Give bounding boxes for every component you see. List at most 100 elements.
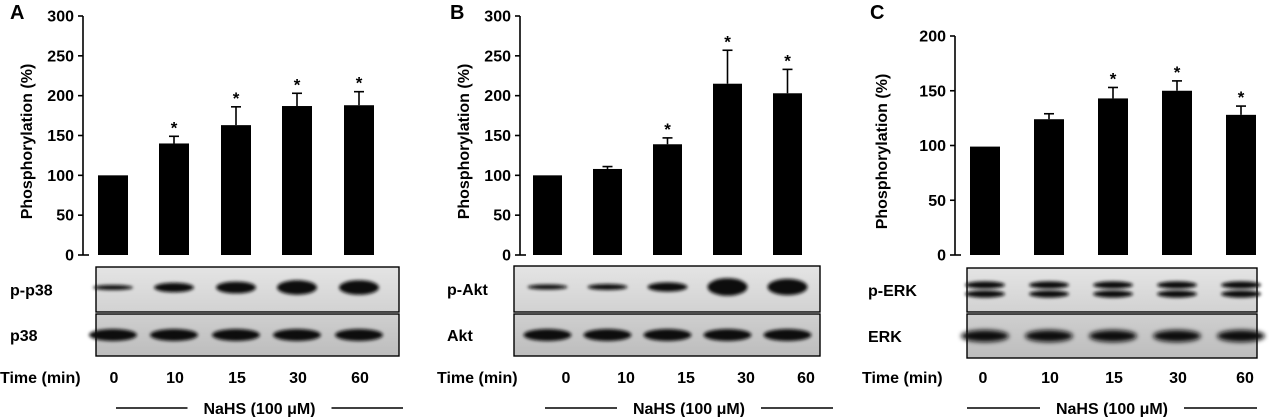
blot-band xyxy=(89,329,137,341)
blot-band xyxy=(277,280,317,295)
y-tick-label: 150 xyxy=(484,128,511,145)
blot-band xyxy=(273,329,321,341)
y-tick-label: 200 xyxy=(47,88,74,105)
y-tick-label: 100 xyxy=(484,168,511,185)
y-axis-label: Phosphorylation (%) xyxy=(19,64,36,220)
significance-marker: * xyxy=(724,32,731,51)
blot-strip-p38 xyxy=(89,313,400,357)
x-tick-label: 60 xyxy=(1236,370,1254,387)
significance-marker: * xyxy=(233,89,240,108)
x-axis-label: Time (min) xyxy=(0,370,81,387)
blot-band xyxy=(763,329,812,341)
blot-band xyxy=(767,278,808,296)
blot-band xyxy=(1157,290,1197,298)
blot-label: p-ERK xyxy=(868,283,917,300)
y-axis-label: Phosphorylation (%) xyxy=(456,64,473,220)
blot-band xyxy=(335,329,383,341)
x-tick-label: 30 xyxy=(289,370,307,387)
blot-band xyxy=(1025,330,1073,342)
bar-10 xyxy=(159,143,189,255)
treatment-label: NaHS (100 μM) xyxy=(633,401,745,417)
x-tick-label: 15 xyxy=(228,370,246,387)
y-tick-label: 250 xyxy=(47,48,74,65)
blot-band xyxy=(93,284,133,291)
blot-band xyxy=(643,329,692,341)
blot-strip-akt xyxy=(513,313,821,357)
blot-band xyxy=(1221,290,1261,298)
blot-band xyxy=(583,329,632,341)
blot-band xyxy=(150,329,198,341)
blot-band xyxy=(212,329,260,341)
blot-band xyxy=(707,278,748,296)
blot-band xyxy=(647,282,688,292)
significance-marker: * xyxy=(1238,88,1245,107)
blot-strip-p-p38 xyxy=(93,266,400,313)
treatment-label: NaHS (100 μM) xyxy=(203,401,315,417)
y-tick-label: 100 xyxy=(919,138,946,155)
blot-band xyxy=(216,281,256,294)
blot-band xyxy=(1157,281,1197,289)
blot-band xyxy=(1029,281,1069,289)
blot-frame xyxy=(966,267,1258,313)
blot-band xyxy=(965,290,1005,298)
significance-marker: * xyxy=(784,51,791,70)
significance-marker: * xyxy=(356,74,363,93)
bar-60 xyxy=(344,105,374,255)
significance-marker: * xyxy=(1174,63,1181,82)
bar-15 xyxy=(653,144,682,255)
x-tick-label: 30 xyxy=(1169,370,1187,387)
x-tick-label: 15 xyxy=(1105,370,1123,387)
y-tick-label: 300 xyxy=(47,9,74,26)
x-tick-label: 60 xyxy=(797,370,815,387)
x-tick-label: 0 xyxy=(562,370,571,387)
blot-label: p38 xyxy=(10,328,38,345)
blot-strip-p-erk xyxy=(965,267,1261,313)
y-tick-label: 100 xyxy=(47,168,74,185)
blot-band xyxy=(1217,330,1265,342)
blot-label: ERK xyxy=(868,329,902,346)
y-tick-label: 200 xyxy=(484,88,511,105)
bar-30 xyxy=(713,83,742,255)
x-tick-label: 10 xyxy=(1041,370,1059,387)
x-tick-label: 15 xyxy=(677,370,695,387)
blot-band xyxy=(154,282,194,293)
significance-marker: * xyxy=(171,118,178,137)
significance-marker: * xyxy=(1110,69,1117,88)
blot-band xyxy=(1089,330,1137,342)
blot-band xyxy=(339,280,379,295)
blot-band xyxy=(1093,281,1133,289)
bar-0 xyxy=(970,146,1000,255)
y-tick-label: 250 xyxy=(484,48,511,65)
panel-label: B xyxy=(450,2,464,24)
blot-strip-p-akt xyxy=(513,265,821,313)
x-tick-label: 10 xyxy=(617,370,635,387)
bar-30 xyxy=(282,106,312,255)
y-tick-label: 300 xyxy=(484,9,511,26)
y-tick-label: 50 xyxy=(493,208,511,225)
x-axis-label: Time (min) xyxy=(437,370,518,387)
y-tick-label: 0 xyxy=(937,248,946,265)
blot-band xyxy=(1093,290,1133,298)
x-axis-label: Time (min) xyxy=(862,370,943,387)
x-tick-label: 10 xyxy=(166,370,184,387)
blot-band xyxy=(523,329,572,341)
significance-marker: * xyxy=(294,75,301,94)
y-tick-label: 50 xyxy=(56,208,74,225)
blot-label: p-Akt xyxy=(447,282,489,299)
y-tick-label: 0 xyxy=(502,248,511,265)
blot-band xyxy=(965,281,1005,289)
blot-band xyxy=(587,284,628,290)
panel-label: C xyxy=(870,2,884,24)
bar-0 xyxy=(98,175,128,255)
bar-15 xyxy=(221,125,251,255)
blot-strip-erk xyxy=(961,313,1265,359)
bar-0 xyxy=(533,175,562,255)
bar-60 xyxy=(1226,114,1256,255)
blot-band xyxy=(527,284,568,290)
bar-60 xyxy=(773,93,802,255)
panel-label: A xyxy=(10,2,24,24)
